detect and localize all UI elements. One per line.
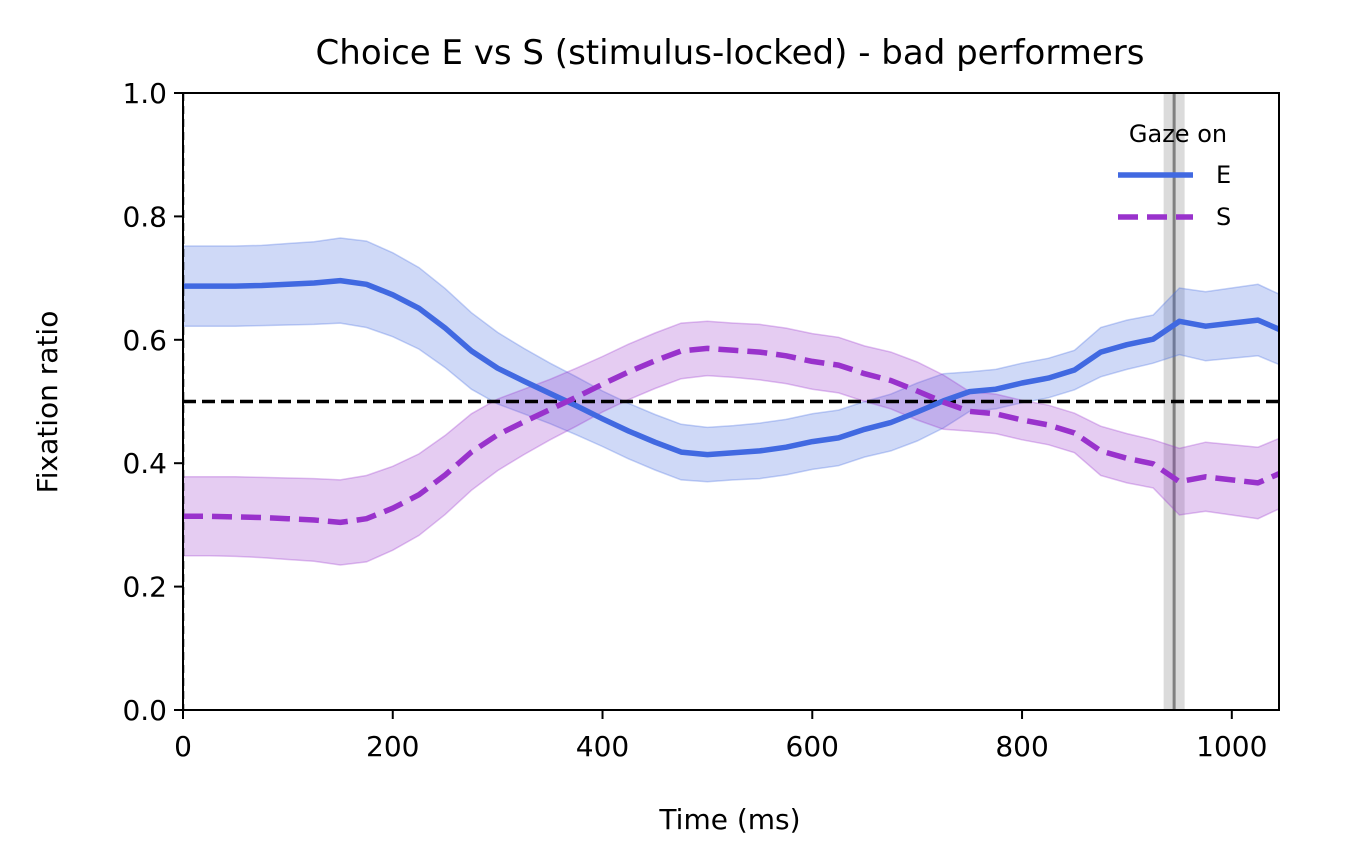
- plot-area: 0 200 400 600 800 1000 0.0 0.2 0.4 0.6 0.8 1.0: [122, 77, 1280, 763]
- legend: Gaze on ES: [1118, 120, 1231, 231]
- legend-title: Gaze on: [1129, 120, 1227, 148]
- series-line-e: [183, 277, 1279, 458]
- x-tick-label: 200: [366, 730, 419, 763]
- chart-title: Choice E vs S (stimulus-locked) - bad pe…: [316, 33, 1145, 73]
- legend-label-e: E: [1216, 161, 1231, 189]
- plot-clip-group: [183, 93, 1279, 710]
- series-line-s: [183, 345, 1279, 526]
- y-tick-label: 0.4: [122, 447, 167, 480]
- axes-frame: [182, 92, 1280, 711]
- y-tick-label: 1.0: [122, 77, 167, 110]
- x-tick-label: 1000: [1196, 730, 1267, 763]
- x-tick-label: 400: [576, 730, 629, 763]
- confidence-band-s: [183, 320, 1279, 566]
- y-tick-label: 0.2: [122, 571, 167, 604]
- y-tick-label: 0.6: [122, 324, 167, 357]
- x-tick-label: 600: [786, 730, 839, 763]
- y-tick-label: 0.8: [122, 200, 167, 233]
- y-axis-label: Fixation ratio: [31, 311, 64, 494]
- x-tick-label: 0: [174, 730, 192, 763]
- x-axis-label: Time (ms): [658, 803, 800, 836]
- x-tick-label: 800: [995, 730, 1048, 763]
- y-tick-label: 0.0: [122, 694, 167, 727]
- legend-label-s: S: [1216, 203, 1231, 231]
